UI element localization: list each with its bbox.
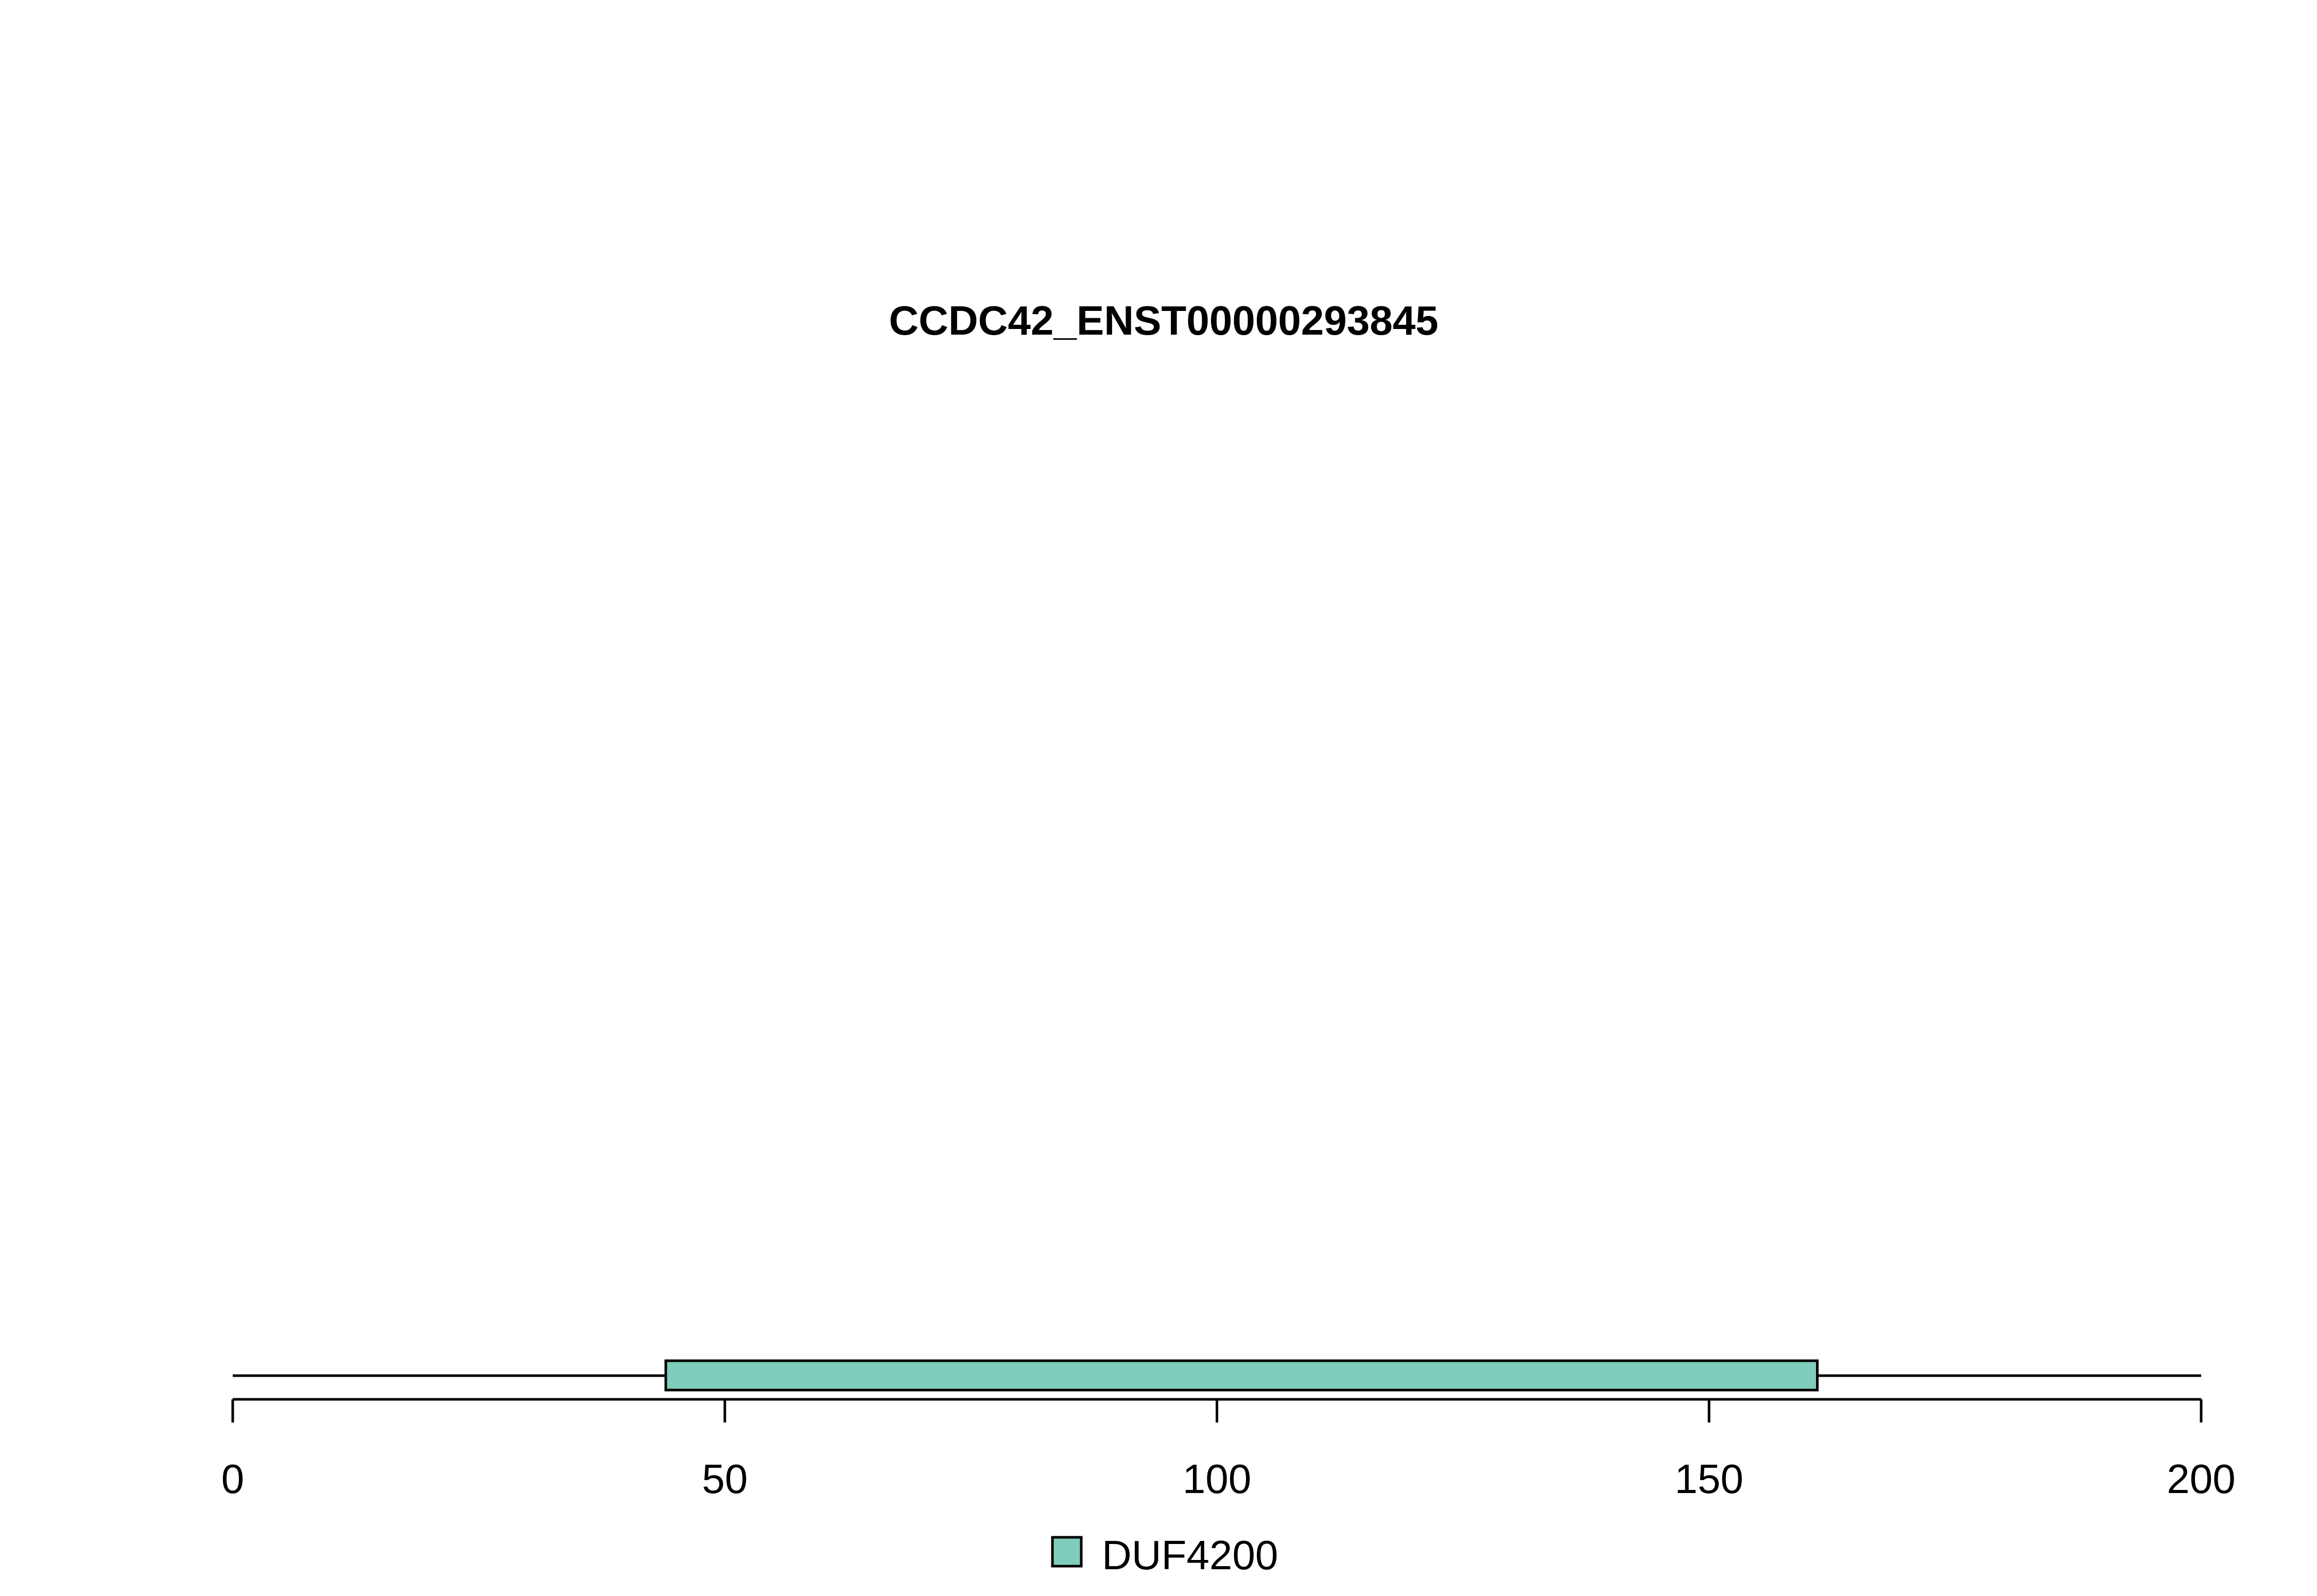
domain-bar-duf4200 bbox=[664, 1359, 1819, 1392]
legend-label: DUF4200 bbox=[1102, 1532, 1278, 1578]
x-tick-label: 0 bbox=[221, 1456, 245, 1502]
x-axis: 0 50 100 150 200 bbox=[221, 1398, 2236, 1502]
x-tick-label: 200 bbox=[2167, 1456, 2235, 1502]
x-tick-label: 50 bbox=[702, 1456, 748, 1502]
chart-title: CCDC42_ENST00000293845 bbox=[889, 298, 1438, 343]
legend-swatch bbox=[1051, 1536, 1083, 1568]
x-tick-label: 100 bbox=[1183, 1456, 1251, 1502]
x-tick-label: 150 bbox=[1675, 1456, 1743, 1502]
legend: DUF4200 bbox=[1051, 1532, 1278, 1578]
plot-area bbox=[233, 1359, 2201, 1392]
